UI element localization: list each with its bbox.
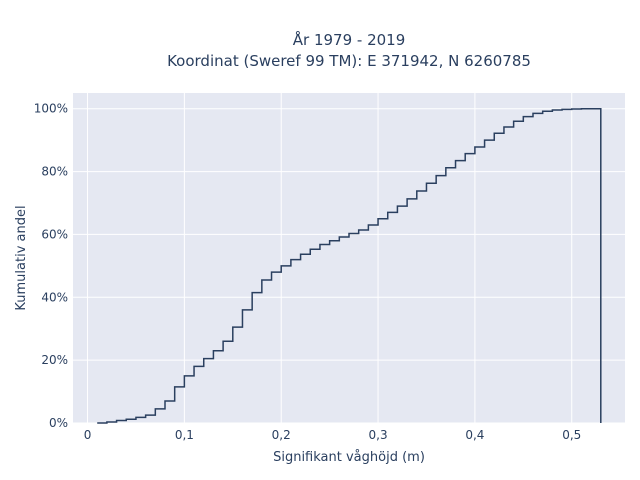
x-tick-label: 0,4 (465, 428, 484, 442)
y-tick-label: 60% (41, 227, 68, 241)
y-tick-label: 20% (41, 353, 68, 367)
chart-title-line-2: Koordinat (Sweref 99 TM): E 371942, N 62… (167, 52, 531, 70)
y-tick-label: 0% (49, 416, 68, 430)
y-tick-label: 80% (41, 165, 68, 179)
y-tick-labels: 0% 20% 40% 60% 80% 100% (34, 102, 68, 430)
x-tick-label: 0,1 (175, 428, 194, 442)
x-tick-label: 0,2 (272, 428, 291, 442)
y-axis-title: Kumulativ andel (14, 205, 29, 310)
series-group (97, 107, 602, 424)
series-line (97, 107, 602, 424)
x-axis-title: Signifikant våghöjd (m) (273, 450, 425, 465)
chart-title-line-1: År 1979 - 2019 (293, 30, 406, 49)
x-tick-label: 0 (84, 428, 92, 442)
y-tick-label: 40% (41, 290, 68, 304)
x-tick-label: 0,5 (562, 428, 581, 442)
x-tick-label: 0,3 (369, 428, 388, 442)
grid (73, 93, 625, 424)
x-tick-labels: 0 0,1 0,2 0,3 0,4 0,5 (84, 428, 582, 442)
plot-background (73, 93, 625, 423)
y-tick-label: 100% (34, 102, 68, 116)
